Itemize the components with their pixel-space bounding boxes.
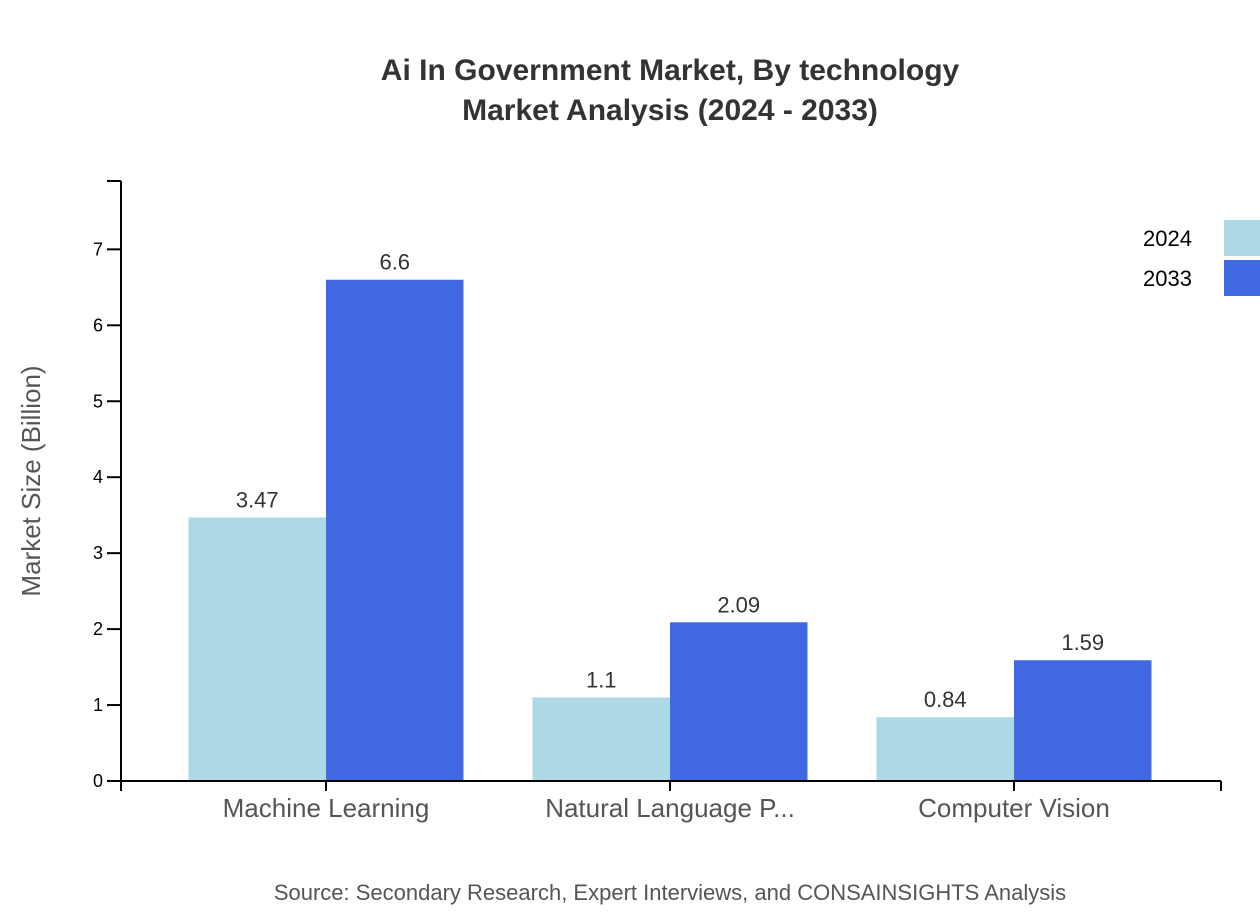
- y-tick-label: 0: [93, 771, 103, 791]
- y-tick-label: 7: [93, 239, 103, 259]
- x-tick-label: Natural Language P...: [545, 793, 795, 823]
- y-axis-label: Market Size (Billion): [16, 365, 46, 596]
- y-tick-label: 2: [93, 619, 103, 639]
- data-label: 1.59: [1061, 630, 1104, 655]
- bar-2033-0: [326, 279, 464, 781]
- data-label: 6.6: [379, 250, 410, 275]
- legend-label: 2024: [1143, 226, 1192, 251]
- data-label: 1.1: [586, 667, 617, 692]
- y-tick-label: 6: [93, 315, 103, 335]
- x-tick-label: Machine Learning: [223, 793, 430, 823]
- source-note: Source: Secondary Research, Expert Inter…: [274, 880, 1066, 905]
- data-label: 3.47: [236, 487, 279, 512]
- x-tick-label: Computer Vision: [918, 793, 1110, 823]
- y-tick-label: 5: [93, 391, 103, 411]
- axes: 0 1 2 3 4 5 6 7 Machine Learning Natural Language…: [93, 180, 1222, 823]
- bar-2033-1: [670, 622, 808, 781]
- y-tick-label: 3: [93, 543, 103, 563]
- bar-2033-2: [1014, 660, 1152, 781]
- chart-title-line-1: Ai In Government Market, By technology: [381, 54, 960, 87]
- legend: 2024 2033: [1143, 220, 1260, 296]
- data-label: 2.09: [717, 592, 760, 617]
- y-tick-label: 4: [93, 467, 103, 487]
- data-label: 0.84: [924, 687, 967, 712]
- chart-title-line-2: Market Analysis (2024 - 2033): [462, 94, 878, 127]
- bar-2024-2: [876, 717, 1014, 781]
- bars: 3.47 6.6 1.1 2.09 0.84 1.59: [188, 250, 1152, 781]
- y-tick-label: 1: [93, 695, 103, 715]
- legend-label: 2033: [1143, 266, 1192, 291]
- bar-2024-1: [532, 697, 670, 781]
- legend-swatch-2033: [1224, 260, 1260, 296]
- legend-swatch-2024: [1224, 220, 1260, 256]
- bar-2024-0: [188, 517, 326, 781]
